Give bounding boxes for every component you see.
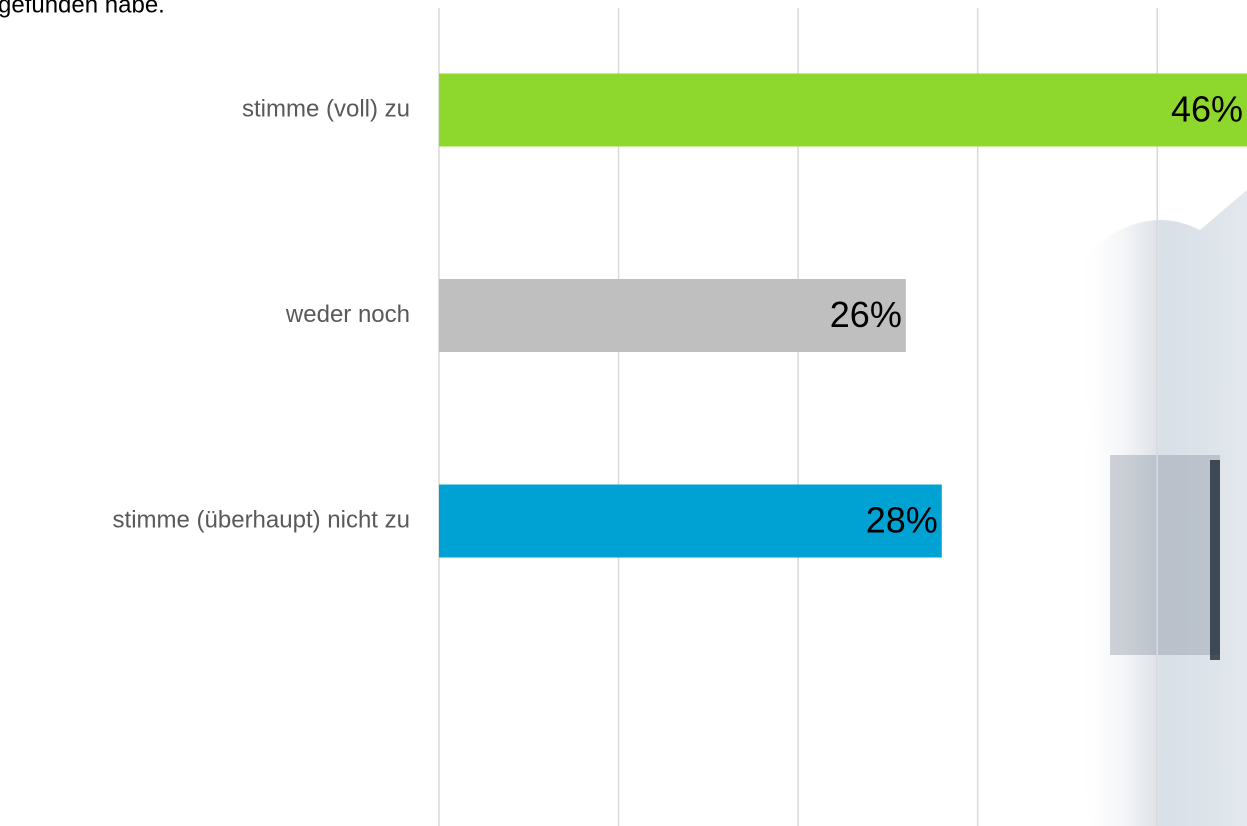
chart: gefunden habe. stimme (voll) zu 46% weder … <box>0 0 1247 826</box>
category-label: stimme (überhaupt) nicht zu <box>113 506 410 533</box>
value-label: 26% <box>830 294 902 335</box>
bar <box>439 74 1247 147</box>
value-label: 46% <box>1171 89 1243 130</box>
value-label: 28% <box>866 500 938 541</box>
category-label: weder noch <box>285 301 410 328</box>
chart-title: gefunden habe. <box>0 0 165 18</box>
category-label: stimme (voll) zu <box>242 95 410 122</box>
background-photo <box>1075 190 1247 826</box>
